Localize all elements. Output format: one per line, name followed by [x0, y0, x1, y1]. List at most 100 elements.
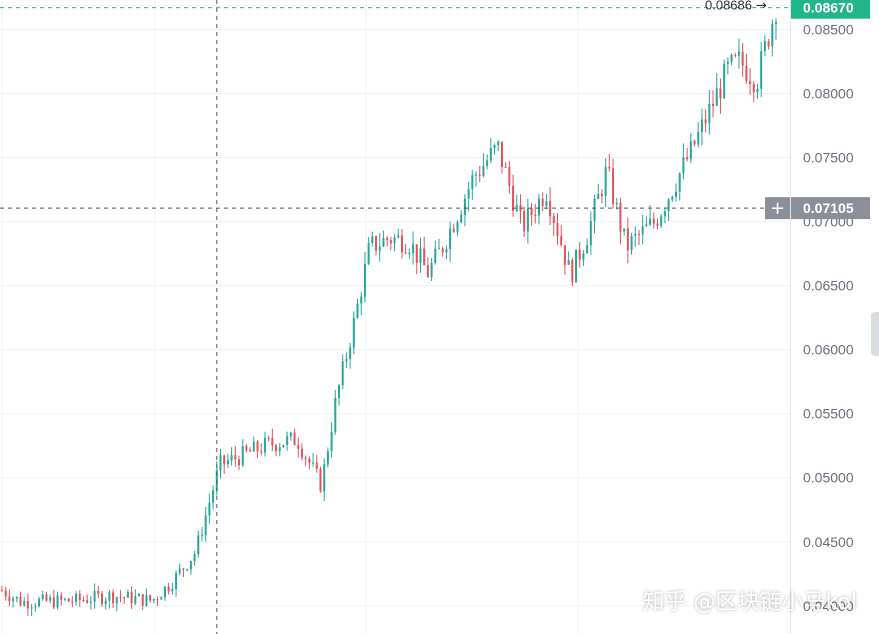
candle-body [552, 216, 555, 223]
candle-body [223, 455, 226, 465]
candle-body [749, 81, 752, 85]
candle-body [700, 119, 703, 132]
candle-body [726, 61, 729, 64]
candle-body [623, 228, 626, 232]
candle-body [530, 208, 533, 216]
y-tick-label: 0.08500 [803, 21, 854, 37]
candle-body [704, 119, 707, 124]
candle-body [634, 233, 637, 236]
price-scale-handle[interactable] [871, 312, 879, 356]
candle-body [586, 245, 589, 254]
candle-body [467, 189, 470, 199]
candle-body [686, 157, 689, 160]
y-tick-label: 0.07500 [803, 150, 854, 166]
candle-body [49, 597, 52, 601]
candle-body [571, 260, 574, 283]
candle-body [23, 601, 26, 606]
y-tick-label: 0.04500 [803, 534, 854, 550]
candle-body [756, 88, 759, 93]
candle-body [89, 601, 92, 603]
candle-body [482, 165, 485, 176]
candle-body [597, 193, 600, 199]
candle-body [45, 594, 48, 601]
candle-body [471, 175, 474, 190]
candle-body [256, 441, 259, 452]
crosshair-price-label: 0.07105 [803, 200, 854, 216]
candle-body [734, 54, 737, 56]
candle-body [97, 590, 100, 594]
candle-body [282, 445, 285, 448]
candle-body [197, 535, 200, 555]
candle-body [193, 554, 196, 562]
candle-body [1, 590, 3, 592]
candle-body [767, 40, 770, 47]
candle-body [615, 202, 618, 205]
candle-body [100, 593, 103, 604]
candle-body [560, 236, 563, 246]
crosshair-price-box [791, 197, 870, 220]
candle-body [537, 198, 540, 216]
candle-body [415, 244, 418, 263]
candle-body [123, 597, 126, 599]
candle-body [426, 265, 429, 278]
candle-body [234, 455, 237, 460]
candle-body [319, 468, 322, 492]
candle-body [449, 228, 452, 249]
candle-body [249, 450, 252, 452]
candle-body [437, 248, 440, 250]
candle-body [341, 361, 344, 386]
y-tick-label: 0.08000 [803, 85, 854, 101]
candle-body [600, 193, 603, 196]
candle-body [671, 196, 674, 200]
candle-body [138, 594, 141, 597]
candle-body [304, 457, 307, 459]
high-price-marker: 0.08686 [705, 0, 752, 13]
candle-body [775, 22, 777, 24]
candle-body [238, 459, 241, 466]
candle-body [760, 51, 763, 89]
candle-body [689, 140, 692, 160]
candle-body [452, 228, 455, 232]
y-tick-label: 0.06000 [803, 342, 854, 358]
candle-body [52, 597, 55, 608]
candle-body [263, 437, 266, 453]
candle-body [475, 174, 478, 176]
candle-body [226, 460, 229, 465]
candle-body [737, 51, 740, 56]
candle-body [330, 432, 333, 452]
candle-body [212, 490, 215, 503]
candle-body [308, 458, 311, 463]
candle-body [171, 588, 174, 592]
candle-body [697, 131, 700, 145]
candle-body [715, 88, 718, 106]
high-marker-arrow: → [756, 0, 767, 14]
candle-body [493, 145, 496, 149]
candle-body [82, 600, 85, 602]
candle-body [604, 166, 607, 196]
candle-body [652, 218, 655, 224]
candle-body [723, 63, 726, 99]
candle-body [326, 451, 329, 465]
candle-body [660, 216, 663, 226]
candle-body [549, 201, 552, 217]
candle-body [204, 515, 207, 536]
candle-body [708, 103, 711, 124]
candle-body [682, 157, 685, 174]
current-price-label: 0.08670 [803, 0, 854, 16]
candle-body [315, 462, 318, 469]
candle-body [393, 237, 396, 244]
candle-body [500, 141, 503, 167]
candle-body [567, 260, 570, 265]
candle-body [130, 591, 133, 604]
candle-body [160, 597, 163, 600]
candle-body [286, 436, 289, 446]
candle-body [545, 201, 548, 206]
candle-body [589, 221, 592, 246]
candle-body [30, 607, 33, 609]
candle-body [352, 317, 355, 348]
candle-body [200, 535, 203, 537]
candle-body [456, 222, 459, 232]
candle-body [675, 191, 678, 197]
candle-body [167, 586, 170, 592]
